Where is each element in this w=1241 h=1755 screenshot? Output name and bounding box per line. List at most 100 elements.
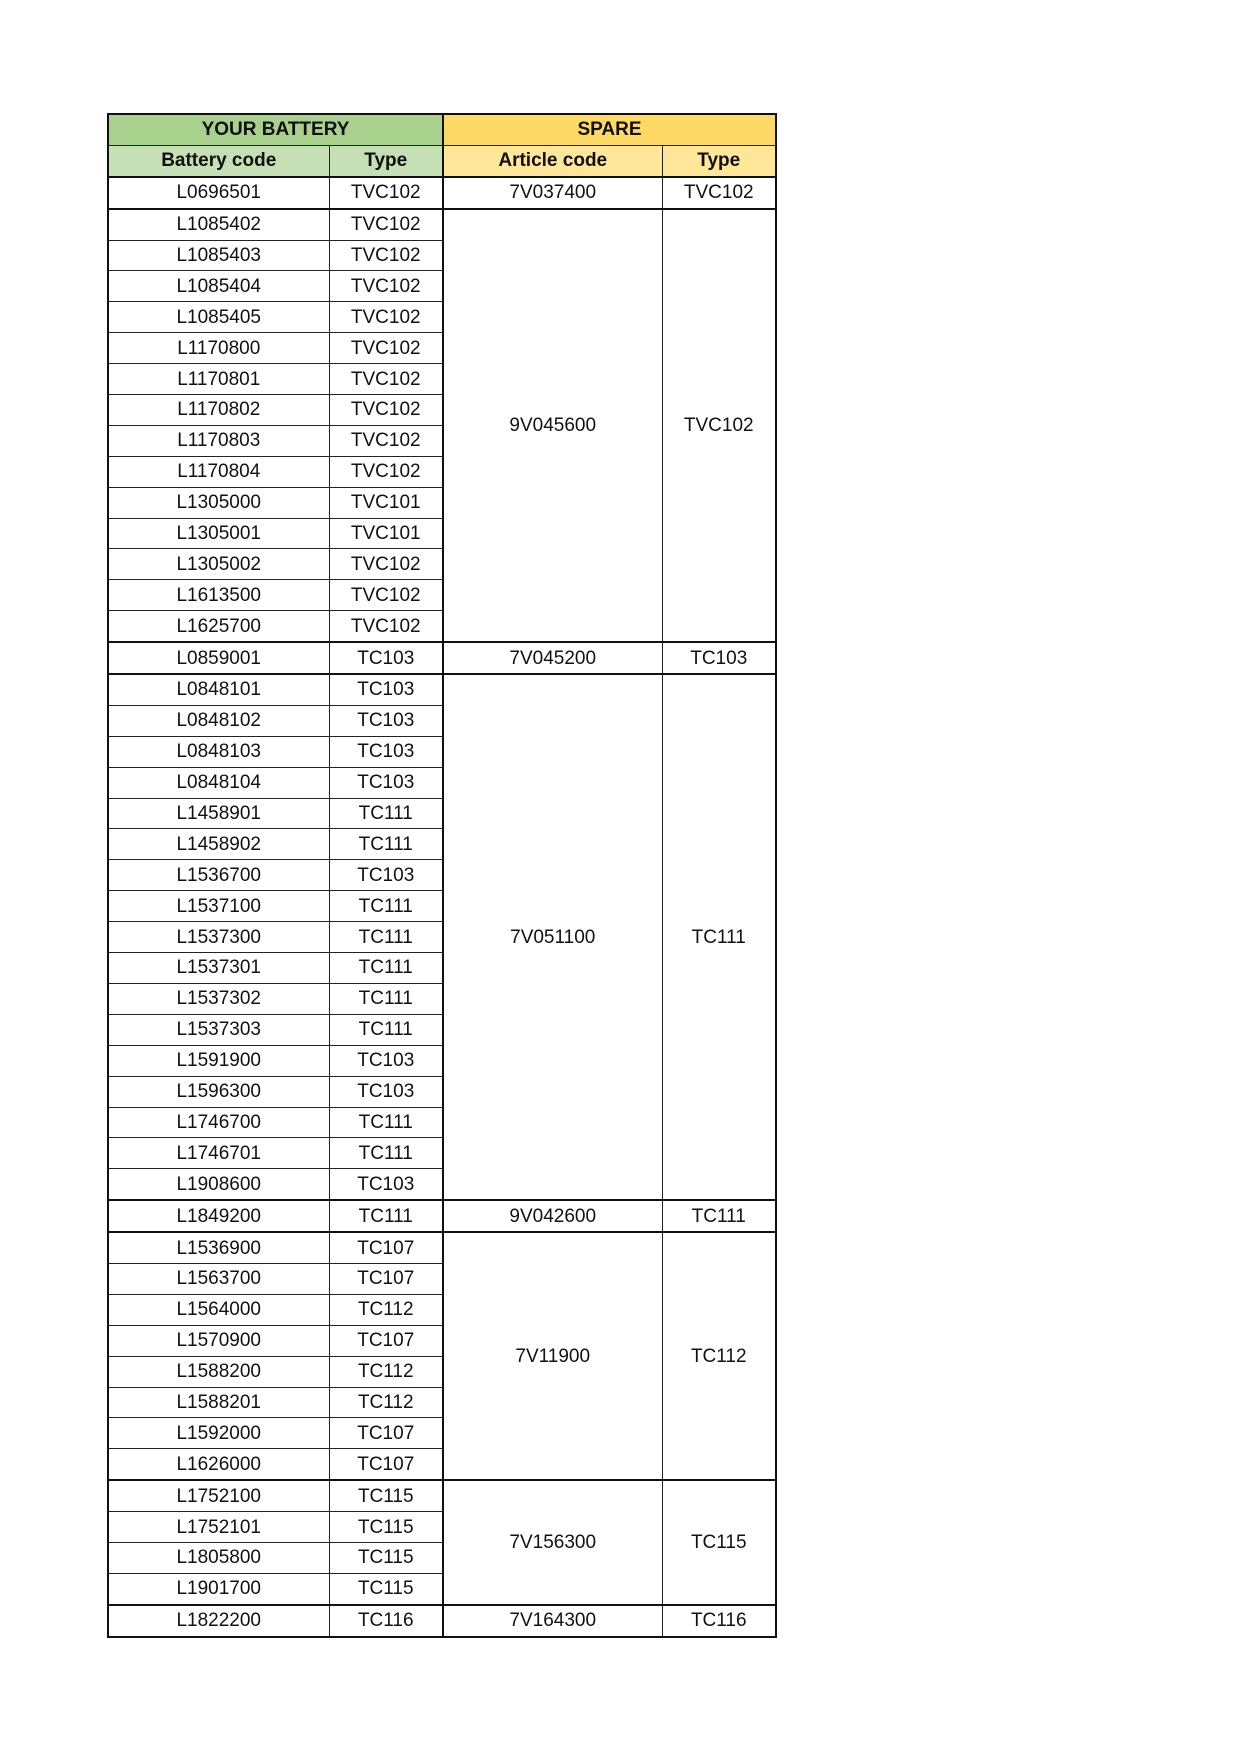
battery-code-cell: L1536700 — [107, 859, 330, 892]
table-row: L1849200 TC111 9V042600 TC111 — [107, 1199, 777, 1233]
battery-type-cell: TC103 — [328, 1044, 444, 1077]
spare-type-cell: TC116 — [661, 1603, 777, 1638]
battery-type-cell: TC111 — [328, 890, 444, 923]
article-code-cell: 7V11900 — [442, 1231, 663, 1481]
article-code-cell: 7V156300 — [442, 1479, 663, 1606]
article-code-header: Article code — [442, 144, 663, 178]
battery-code-cell: L1085405 — [107, 301, 330, 334]
battery-type-cell: TVC102 — [328, 579, 444, 612]
battery-code-cell: L1537300 — [107, 921, 330, 954]
battery-code-cell: L1305000 — [107, 486, 330, 519]
battery-code-cell: L1458901 — [107, 797, 330, 830]
spare-type-cell: TC103 — [661, 641, 777, 675]
battery-code-cell: L1085404 — [107, 270, 330, 303]
battery-code-cell: L1537302 — [107, 982, 330, 1015]
battery-type-cell: TVC102 — [328, 394, 444, 426]
battery-code-cell: L1563700 — [107, 1262, 330, 1295]
battery-spare-table: YOUR BATTERY SPARE Battery code Type Art… — [107, 112, 777, 1638]
table-row: L1170804 TVC102 — [107, 455, 776, 488]
battery-code-cell: L1305001 — [107, 517, 330, 550]
table-row: L1625700 TVC102 — [107, 610, 776, 643]
battery-type-cell: TVC102 — [328, 424, 444, 457]
table-row: L1305002 TVC102 — [107, 548, 776, 581]
spare-type-cell: TC111 — [661, 673, 777, 1201]
table-row: L0848101 TC103 7V051100 TC111 — [107, 673, 777, 1201]
battery-type-cell: TC112 — [328, 1293, 444, 1326]
battery-type-cell: TC115 — [328, 1511, 444, 1543]
table-row: L1592000 TC107 — [107, 1417, 776, 1450]
battery-type-cell: TVC102 — [328, 548, 444, 581]
spare-type-cell: TVC102 — [661, 207, 777, 643]
battery-code-cell: L1822200 — [107, 1603, 330, 1638]
battery-type-cell: TC103 — [328, 735, 444, 768]
battery-type-cell: TVC101 — [328, 517, 444, 550]
battery-type-cell: TC107 — [328, 1324, 444, 1357]
battery-type-cell: TVC102 — [328, 332, 444, 365]
table-row: L0848104 TC103 — [107, 766, 776, 799]
type-header: Type — [328, 144, 444, 178]
table-row: L1752100 TC115 7V156300 TC115 — [107, 1479, 777, 1606]
table-row: L0859001 TC103 7V045200 TC103 — [107, 641, 777, 675]
table-row: L1537100 TC111 — [107, 890, 776, 923]
table-row: L0848102 TC103 — [107, 704, 776, 737]
battery-code-cell: L1596300 — [107, 1075, 330, 1108]
battery-type-cell: TVC102 — [328, 239, 444, 272]
table-row: L1085403 TVC102 — [107, 239, 776, 272]
battery-code-cell: L1085402 — [107, 207, 330, 241]
battery-code-cell: L0848103 — [107, 735, 330, 768]
article-code-cell: 9V045600 — [442, 207, 663, 643]
battery-type-cell: TC103 — [328, 641, 444, 675]
battery-type-cell: TVC101 — [328, 486, 444, 519]
battery-code-cell: L1170801 — [107, 363, 330, 396]
battery-code-cell: L0848101 — [107, 673, 330, 706]
battery-code-cell: L1170803 — [107, 424, 330, 457]
battery-code-cell: L1305002 — [107, 548, 330, 581]
battery-type-cell: TC107 — [328, 1448, 444, 1481]
spare-type-cell: TC115 — [661, 1479, 777, 1606]
spare-type-cell: TC112 — [661, 1231, 777, 1481]
table-row: L1901700 TC115 — [107, 1572, 776, 1606]
spare-type-header: Type — [661, 144, 777, 178]
battery-type-cell: TVC102 — [328, 175, 444, 210]
battery-type-cell: TC103 — [328, 1168, 444, 1201]
table-row: L1752101 TC115 — [107, 1511, 776, 1543]
table-row: L1170801 TVC102 — [107, 363, 776, 396]
battery-code-cell: L0848104 — [107, 766, 330, 799]
battery-code-cell: L1085403 — [107, 239, 330, 272]
battery-code-cell: L1849200 — [107, 1199, 330, 1233]
battery-code-cell: L1752101 — [107, 1511, 330, 1543]
battery-type-cell: TC103 — [328, 1075, 444, 1108]
battery-code-cell: L1746701 — [107, 1137, 330, 1170]
battery-code-cell: L1458902 — [107, 828, 330, 861]
battery-code-cell: L1805800 — [107, 1541, 330, 1574]
table-row: L1085405 TVC102 — [107, 301, 776, 334]
battery-code-cell: L0859001 — [107, 641, 330, 675]
battery-code-cell: L0848102 — [107, 704, 330, 737]
battery-type-cell: TC115 — [328, 1479, 444, 1513]
table-row: L1537301 TC111 — [107, 952, 776, 984]
spare-type-cell: TVC102 — [661, 175, 777, 210]
battery-type-cell: TC115 — [328, 1572, 444, 1606]
table-row: L1570900 TC107 — [107, 1324, 776, 1357]
battery-code-cell: L1537100 — [107, 890, 330, 923]
battery-type-cell: TC111 — [328, 982, 444, 1015]
battery-type-cell: TC103 — [328, 673, 444, 706]
battery-type-cell: TC107 — [328, 1417, 444, 1450]
battery-type-cell: TC111 — [328, 1106, 444, 1139]
battery-code-cell: L1570900 — [107, 1324, 330, 1357]
table-row: L1746701 TC111 — [107, 1137, 776, 1170]
spare-type-cell: TC111 — [661, 1199, 777, 1233]
battery-type-cell: TC111 — [328, 828, 444, 861]
article-code-cell: 7V037400 — [442, 175, 663, 210]
battery-type-cell: TVC102 — [328, 610, 444, 643]
table-row: L0696501 TVC102 7V037400 TVC102 — [107, 175, 777, 210]
battery-type-cell: TC116 — [328, 1603, 444, 1638]
table-row: L1596300 TC103 — [107, 1075, 776, 1108]
battery-code-cell: L1752100 — [107, 1479, 330, 1513]
battery-code-cell: L1537301 — [107, 952, 330, 984]
battery-code-cell: L1536900 — [107, 1231, 330, 1264]
battery-type-cell: TC112 — [328, 1355, 444, 1388]
battery-code-cell: L1613500 — [107, 579, 330, 612]
battery-type-cell: TC111 — [328, 921, 444, 954]
table-row: L1085404 TVC102 — [107, 270, 776, 303]
